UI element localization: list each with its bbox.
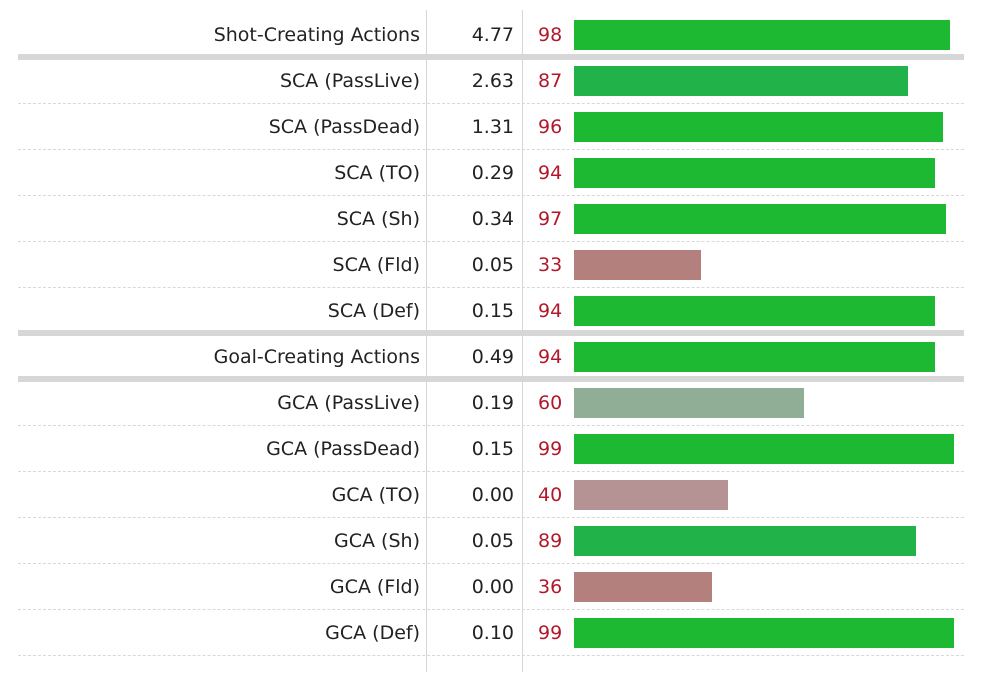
per90-value: 0.05: [471, 254, 514, 276]
percentile-bar: [574, 526, 916, 556]
stat-label: SCA (Sh): [336, 208, 420, 230]
stat-row: GCA (PassLive) 0.19 60: [18, 380, 964, 426]
percentile-value: 94: [538, 346, 563, 368]
stat-row: GCA (Sh) 0.05 89: [18, 518, 964, 564]
percentile-value: 99: [538, 438, 563, 460]
stat-row: SCA (Sh) 0.34 97: [18, 196, 964, 242]
per90-value: 4.77: [471, 24, 514, 46]
stat-label: GCA (PassDead): [266, 438, 420, 460]
per90-value: 1.31: [471, 116, 514, 138]
percentile-bar: [574, 112, 943, 142]
stat-label: SCA (TO): [334, 162, 420, 184]
percentile-value: 36: [538, 576, 563, 598]
percentile-bar: [574, 480, 728, 510]
percentile-value: 33: [538, 254, 563, 276]
stat-label: Goal-Creating Actions: [213, 346, 420, 368]
stat-row: GCA (Fld) 0.00 36: [18, 564, 964, 610]
percentile-value: 40: [538, 484, 563, 506]
stat-label: GCA (TO): [331, 484, 420, 506]
percentile-value: 60: [538, 392, 563, 414]
category-row: Goal-Creating Actions 0.49 94: [18, 334, 964, 380]
percentile-value: 94: [538, 300, 563, 322]
stat-row: SCA (Def) 0.15 94: [18, 288, 964, 334]
percentile-bar: [574, 342, 935, 372]
per90-value: 0.15: [471, 438, 514, 460]
percentile-bar: [574, 204, 946, 234]
percentile-value: 98: [538, 24, 563, 46]
percentile-bar: [574, 250, 701, 280]
stat-label: SCA (Fld): [332, 254, 420, 276]
stat-row: SCA (PassDead) 1.31 96: [18, 104, 964, 150]
section-divider: [18, 54, 964, 60]
section-divider: [18, 376, 964, 382]
column-divider: [426, 10, 427, 672]
percentile-bar: [574, 388, 804, 418]
stat-label: GCA (Fld): [329, 576, 420, 598]
stat-row: SCA (PassLive) 2.63 87: [18, 58, 964, 104]
per90-value: 0.00: [471, 576, 514, 598]
percentile-value: 96: [538, 116, 563, 138]
stat-row: GCA (TO) 0.00 40: [18, 472, 964, 518]
percentile-value: 94: [538, 162, 563, 184]
stat-label: Shot-Creating Actions: [213, 24, 420, 46]
section-divider: [18, 330, 964, 336]
percentile-bar: [574, 434, 954, 464]
per90-value: 0.15: [471, 300, 514, 322]
stat-label: SCA (PassLive): [279, 70, 420, 92]
percentile-bar: [574, 20, 950, 50]
stat-label: GCA (Def): [325, 622, 420, 644]
per90-value: 0.05: [471, 530, 514, 552]
per90-value: 0.10: [471, 622, 514, 644]
percentile-bar: [574, 618, 954, 648]
category-row: Shot-Creating Actions 4.77 98: [18, 12, 964, 58]
per90-value: 0.49: [471, 346, 514, 368]
column-divider: [522, 10, 523, 672]
stat-label: GCA (Sh): [334, 530, 420, 552]
stat-row: GCA (Def) 0.10 99: [18, 610, 964, 656]
stat-label: SCA (Def): [327, 300, 420, 322]
percentile-value: 89: [538, 530, 563, 552]
percentile-bar: [574, 66, 908, 96]
stat-label: SCA (PassDead): [268, 116, 420, 138]
stat-label: GCA (PassLive): [277, 392, 420, 414]
per90-value: 2.63: [471, 70, 514, 92]
per90-value: 0.19: [471, 392, 514, 414]
per90-value: 0.29: [471, 162, 514, 184]
per90-value: 0.34: [471, 208, 514, 230]
stat-row: SCA (TO) 0.29 94: [18, 150, 964, 196]
percentile-value: 87: [538, 70, 563, 92]
stat-row: SCA (Fld) 0.05 33: [18, 242, 964, 288]
percentile-bar: [574, 158, 935, 188]
per90-value: 0.00: [471, 484, 514, 506]
percentile-bar: [574, 572, 712, 602]
percentile-value: 99: [538, 622, 563, 644]
stat-row: GCA (PassDead) 0.15 99: [18, 426, 964, 472]
percentile-value: 97: [538, 208, 563, 230]
percentile-bar: [574, 296, 935, 326]
